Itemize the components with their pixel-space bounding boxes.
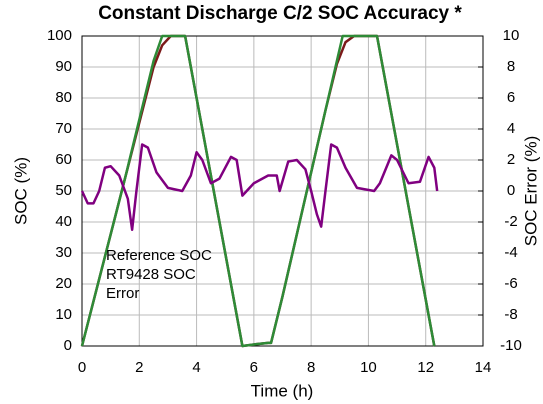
- y2-tick-label: 0: [507, 182, 515, 199]
- legend-label: Error: [106, 285, 139, 302]
- x-tick-label: 10: [360, 359, 377, 376]
- series-line: [80, 143, 439, 231]
- y-tick-label: 10: [55, 306, 72, 323]
- y-tick-label: 100: [47, 27, 72, 44]
- y2-tick-label: 8: [507, 58, 515, 75]
- y-tick-label: 90: [55, 58, 72, 75]
- y-tick-label: 30: [55, 244, 72, 261]
- y2-tick-label: 10: [503, 27, 520, 44]
- chart-title: Constant Discharge C/2 SOC Accuracy *: [98, 3, 462, 24]
- x-tick-label: 6: [250, 359, 258, 376]
- y-tick-label: 20: [55, 275, 72, 292]
- y2-tick-label: -4: [504, 244, 517, 261]
- x-tick-label: 0: [78, 359, 86, 376]
- y-tick-label: 40: [55, 213, 72, 230]
- y2-tick-label: 6: [507, 89, 515, 106]
- y-axis-label: SOC (%): [11, 157, 30, 225]
- y2-tick-label: 4: [507, 120, 515, 137]
- legend-label: RT9428 SOC: [106, 266, 196, 283]
- y2-tick-label: -10: [500, 337, 522, 354]
- y-tick-label: 80: [55, 89, 72, 106]
- x-axis-label: Time (h): [251, 381, 314, 400]
- x-tick-label: 8: [307, 359, 315, 376]
- y-tick-label: 70: [55, 120, 72, 137]
- y2-tick-label: -8: [504, 306, 517, 323]
- x-tick-label: 4: [192, 359, 200, 376]
- y2-tick-label: -2: [504, 213, 517, 230]
- x-tick-label: 12: [417, 359, 434, 376]
- y2-axis-label: SOC Error (%): [521, 136, 540, 247]
- x-tick-label: 14: [475, 359, 492, 376]
- legend-label: Reference SOC: [106, 247, 212, 264]
- y2-tick-label: -6: [504, 275, 517, 292]
- y2-tick-label: 2: [507, 151, 515, 168]
- series-line: [80, 34, 436, 348]
- y-tick-label: 50: [55, 182, 72, 199]
- y-tick-label: 60: [55, 151, 72, 168]
- x-tick-label: 2: [135, 359, 143, 376]
- y-tick-label: 0: [64, 337, 72, 354]
